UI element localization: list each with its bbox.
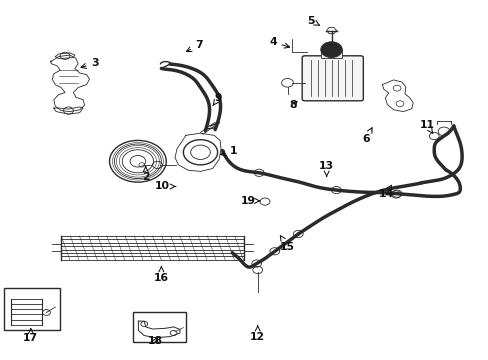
Bar (4, 288, 60, 330)
Text: 13: 13 (319, 161, 333, 176)
Text: 11: 11 (419, 120, 433, 133)
Text: 6: 6 (361, 128, 371, 144)
Text: 1: 1 (220, 146, 237, 156)
Bar (133, 312, 185, 342)
Text: 8: 8 (289, 100, 297, 110)
Text: 15: 15 (280, 236, 294, 252)
Text: 9: 9 (212, 93, 222, 106)
Text: 7: 7 (186, 40, 203, 51)
Text: 17: 17 (23, 329, 38, 343)
Text: 4: 4 (268, 37, 289, 48)
Bar (320, 50, 342, 58)
Text: 2: 2 (142, 167, 149, 183)
Text: 12: 12 (250, 326, 264, 342)
Circle shape (320, 42, 342, 58)
Text: 14: 14 (378, 185, 393, 199)
Text: 19: 19 (241, 196, 259, 206)
FancyBboxPatch shape (302, 56, 363, 101)
Text: 18: 18 (148, 336, 163, 346)
Text: 10: 10 (155, 181, 175, 192)
Text: 3: 3 (81, 58, 99, 68)
Text: 16: 16 (154, 267, 168, 283)
Text: 5: 5 (306, 15, 319, 26)
